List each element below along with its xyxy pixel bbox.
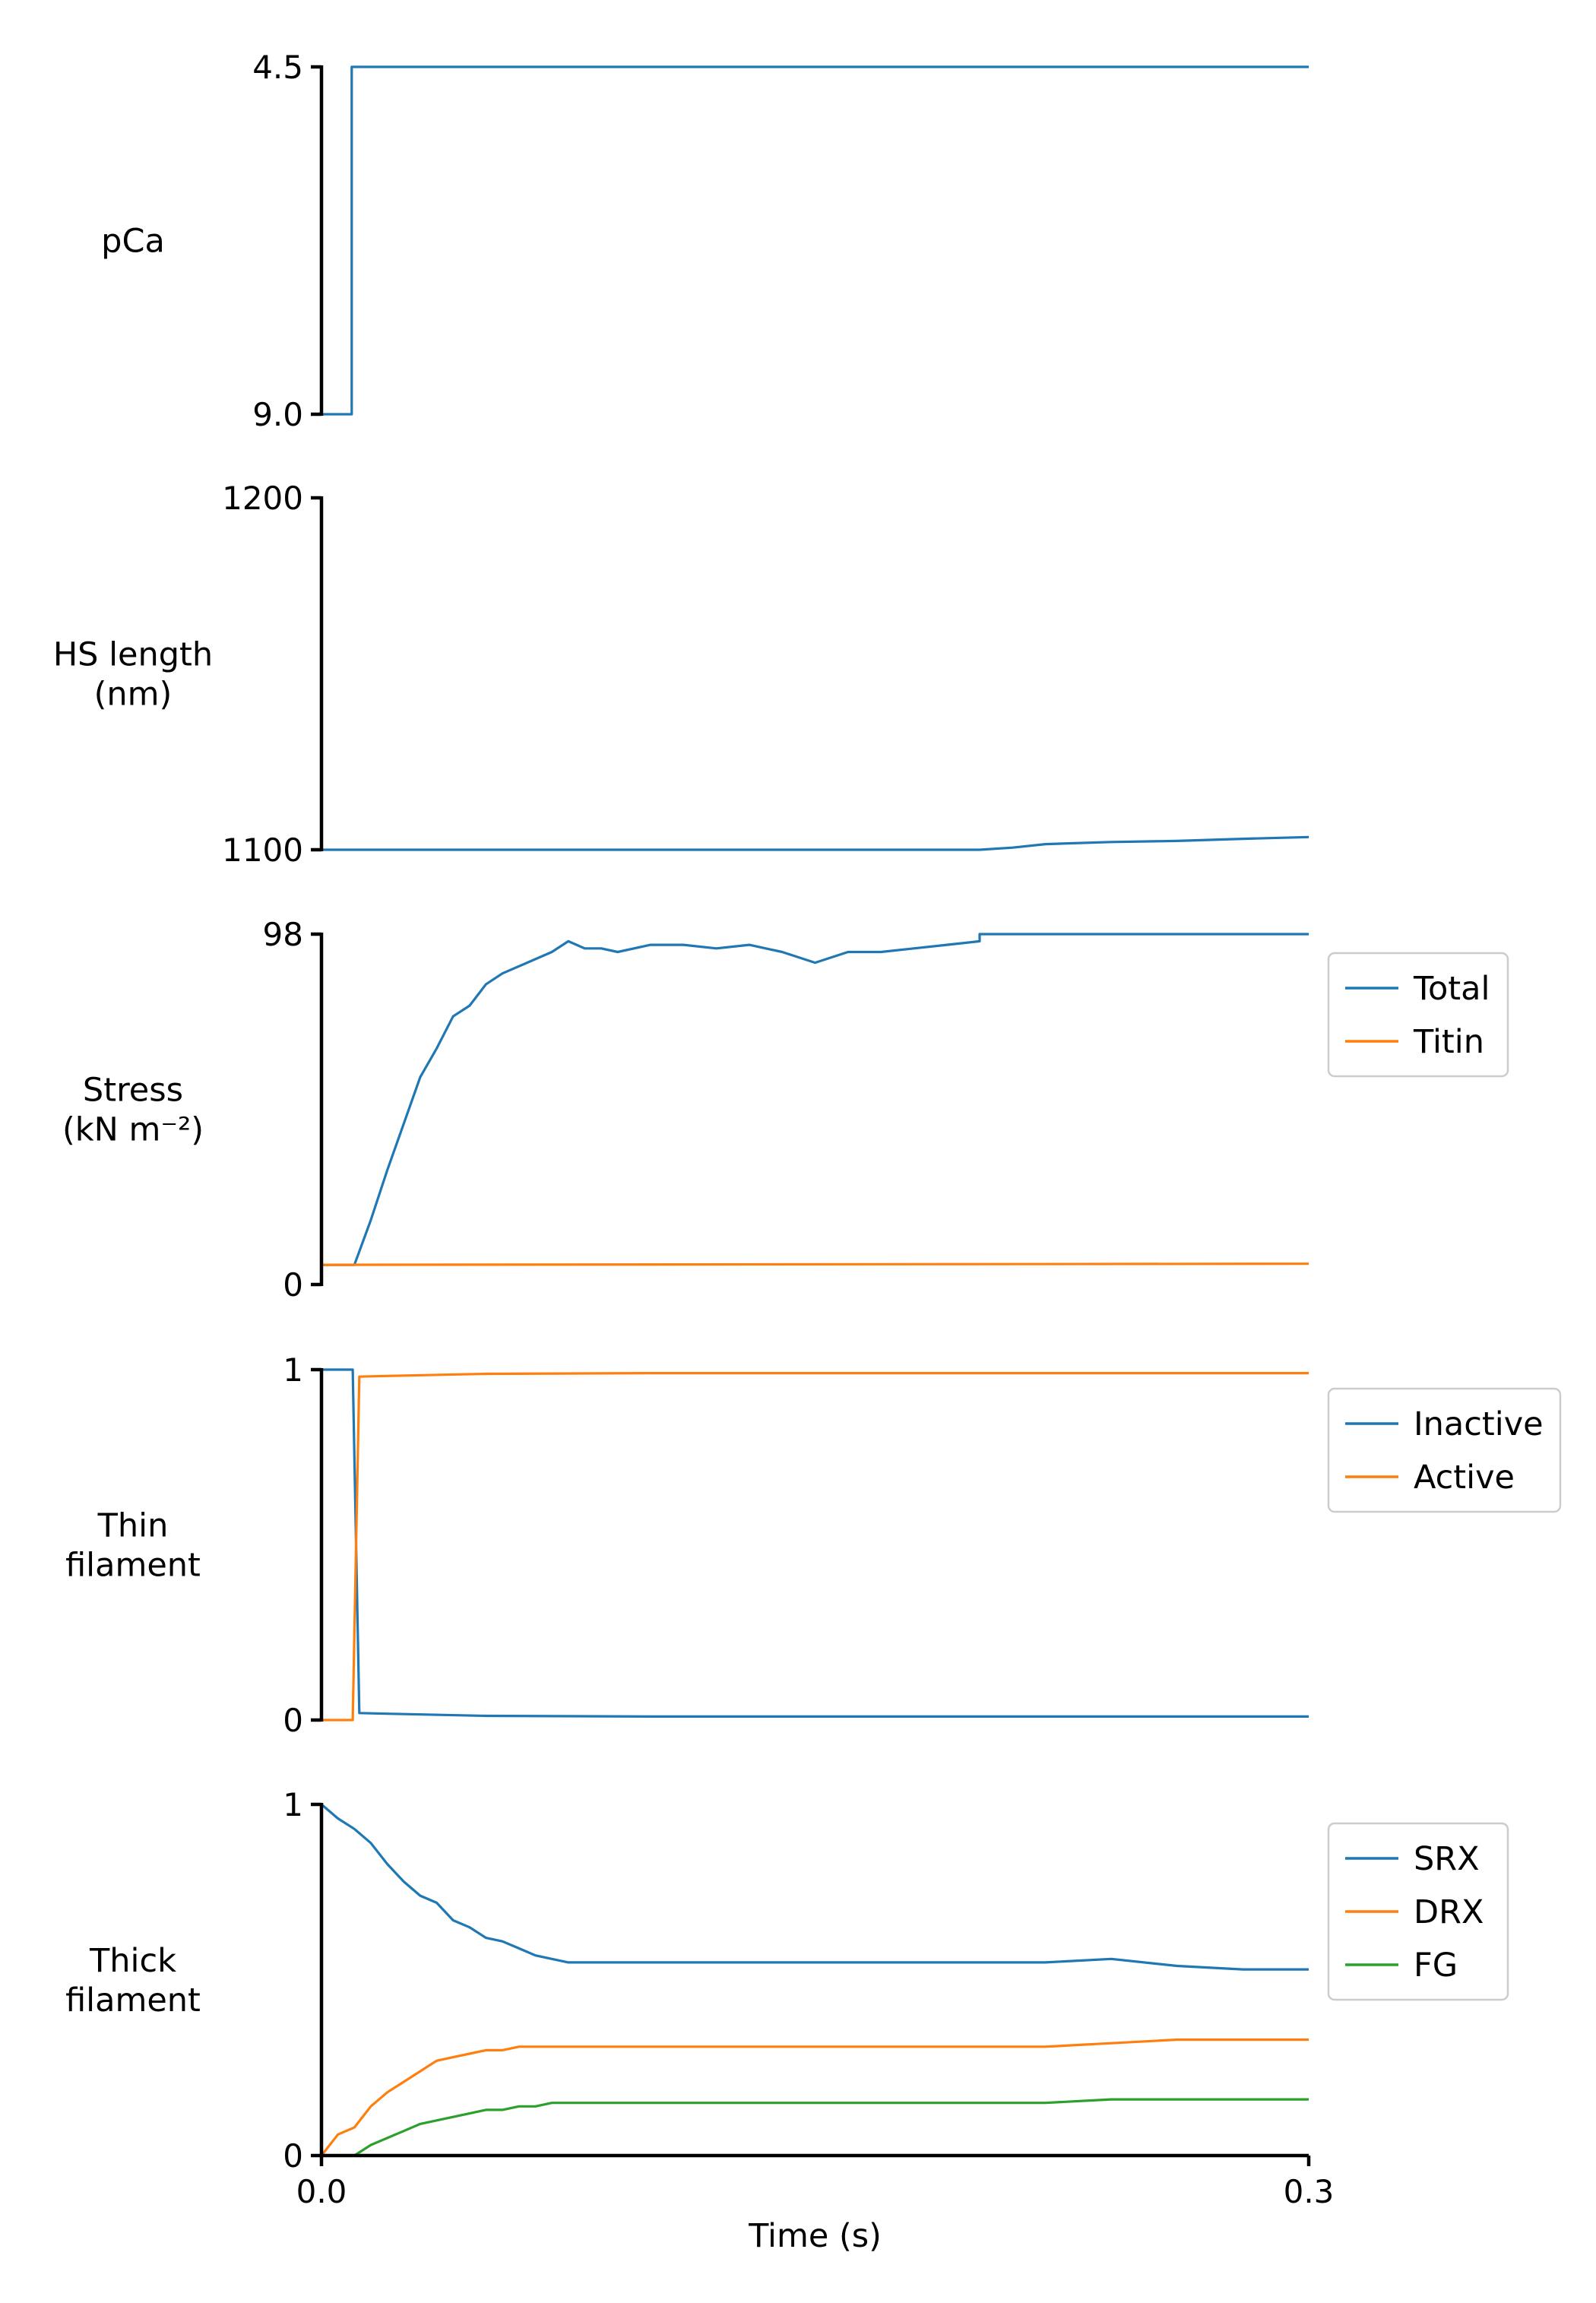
y-tick-label: 4.5 xyxy=(252,49,303,86)
x-axis-label: Time (s) xyxy=(748,2217,882,2255)
y-tick-label: 1200 xyxy=(222,480,303,517)
x-tick-label: 0.3 xyxy=(1284,2173,1335,2210)
series-line-active xyxy=(321,1372,1309,1722)
y-axis-label: (nm) xyxy=(94,676,173,714)
legend-entry-srx: SRX xyxy=(1414,1840,1480,1878)
legend: Inactive Active xyxy=(1327,1387,1562,1513)
y-axis-label: pCa xyxy=(101,223,165,261)
y-axis-label: HS length xyxy=(53,636,213,674)
y-axis-label: Thin xyxy=(97,1507,169,1545)
series-line-titin xyxy=(321,1262,1309,1266)
y-tick-label: 0 xyxy=(283,1702,303,1739)
y-tick-label: 1100 xyxy=(222,832,303,869)
legend-entry-total: Total xyxy=(1413,970,1490,1008)
y-axis-label: Stress xyxy=(83,1072,183,1110)
legend-entry-fg: FG xyxy=(1414,1947,1458,1985)
panel-2: 98 0 Stress(kN m⁻²) Total Titin xyxy=(62,916,1509,1304)
legend-frame xyxy=(1327,1822,1509,2001)
panel-0: 4.5 9.0 pCa xyxy=(101,49,1309,433)
y-axis-label: (kN m⁻²) xyxy=(62,1111,204,1149)
legend: SRX DRX FG xyxy=(1327,1822,1509,2001)
y-tick-label: 98 xyxy=(263,916,303,953)
series-line-drx xyxy=(320,2038,1309,2156)
legend-entry-drx: DRX xyxy=(1414,1893,1484,1931)
y-axis-label: filament xyxy=(65,1547,201,1585)
y-tick-label: 1 xyxy=(283,1351,303,1389)
y-tick-label: 0 xyxy=(283,1266,303,1304)
legend-frame xyxy=(1327,952,1509,1078)
y-axis-label: filament xyxy=(65,1981,201,2019)
series-line-p0-0 xyxy=(321,65,1309,416)
series-line-total xyxy=(321,933,1309,1266)
legend-entry-titin: Titin xyxy=(1413,1023,1484,1061)
y-axis-label: Thick xyxy=(89,1942,176,1980)
y-tick-label: 0 xyxy=(283,2137,303,2175)
y-tick-label: 1 xyxy=(283,1786,303,1823)
legend: Total Titin xyxy=(1327,952,1509,1078)
legend-frame xyxy=(1327,1387,1562,1513)
series-line-fg xyxy=(321,2098,1309,2157)
series-line-p1-0 xyxy=(321,835,1309,851)
x-tick-label: 0.0 xyxy=(296,2173,347,2210)
series-line-srx xyxy=(320,1803,1309,1971)
legend-entry-active: Active xyxy=(1414,1459,1515,1497)
legend-entry-inactive: Inactive xyxy=(1414,1405,1544,1443)
series-line-inactive xyxy=(321,1368,1309,1718)
panel-1: 1200 1100 HS length(nm) xyxy=(53,480,1309,869)
y-tick-label: 9.0 xyxy=(252,396,303,433)
